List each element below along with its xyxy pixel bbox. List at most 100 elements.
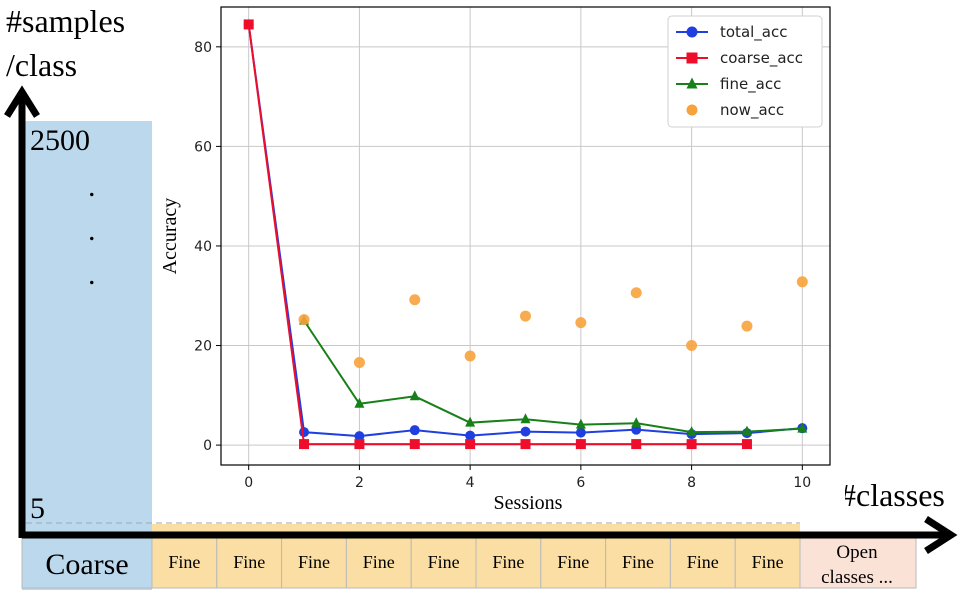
now_acc-point: [353, 356, 365, 368]
ellipsis-dot: .: [88, 258, 96, 291]
open-classes-block: [799, 537, 917, 589]
fine_acc-point: [686, 426, 697, 437]
now_acc-point: [520, 310, 531, 322]
y-axis-title-line1: #samples: [6, 3, 125, 39]
y-axis-arrow: [4, 85, 40, 538]
legend-swatch-marker: [686, 77, 698, 89]
fine-session-label: Fine: [363, 552, 395, 572]
coarse_acc-point: [575, 439, 586, 450]
fine-session-label: Fine: [752, 552, 784, 572]
coarse-samples-block: [22, 121, 152, 590]
y-tick-label: 60: [194, 139, 212, 155]
fine_acc-point: [465, 416, 476, 427]
fine_acc-point: [575, 418, 586, 429]
fine-session-label: Fine: [687, 552, 719, 572]
legend-item-total_acc: total_acc: [676, 23, 788, 42]
x-axis-title: #classes: [840, 477, 945, 513]
legend-box: [667, 15, 823, 128]
legend-swatch-marker: [686, 104, 698, 116]
legend-item-now_acc: now_acc: [686, 101, 784, 120]
now_acc-point: [741, 320, 753, 332]
x-tick-label: 0: [244, 475, 253, 491]
fine_acc-point: [520, 413, 531, 424]
fine-session-label: Fine: [492, 552, 524, 572]
y-tick-top: 2500: [30, 124, 90, 157]
x-tick-label: 6: [576, 475, 585, 491]
legend-label: now_acc: [720, 101, 784, 120]
ellipsis-dot: .: [88, 214, 96, 247]
legend-swatch-marker: [686, 52, 698, 64]
open-classes-label-line2: classes ...: [821, 567, 893, 588]
total_acc-point: [520, 426, 531, 437]
coarse_acc-point: [354, 439, 365, 450]
x-tick-label: 8: [687, 475, 696, 491]
legend-label: fine_acc: [720, 75, 781, 94]
now_acc-series: [298, 276, 808, 368]
y-tick-label: 0: [203, 438, 212, 454]
now_acc-point: [464, 350, 476, 362]
coarse_acc-point: [631, 439, 642, 450]
series-layer: [243, 19, 808, 450]
now_acc-point: [686, 340, 698, 352]
total_acc-point: [575, 427, 586, 438]
ellipsis-dots: ...: [88, 170, 96, 291]
now_acc-point: [796, 276, 808, 288]
total_acc-point: [465, 430, 476, 441]
fine_acc-point: [797, 422, 808, 433]
coarse_acc-point: [520, 439, 531, 450]
x-axis-label: Sessions: [494, 492, 563, 514]
open-classes-label-line1: Open: [836, 542, 878, 563]
legend-label: total_acc: [720, 23, 788, 42]
fine_acc-line: [303, 320, 803, 434]
coarse_acc-series: [243, 19, 752, 450]
fine-session-label: Fine: [557, 552, 589, 572]
coarse-session-block: [21, 537, 153, 589]
x-arrowhead-icon: [924, 516, 958, 554]
fine-session-label: Fine: [233, 552, 265, 572]
fine_acc-point: [409, 390, 420, 401]
fine-session-block: [475, 537, 542, 589]
total_acc-point: [354, 431, 365, 442]
plot-frame: [220, 6, 831, 466]
sessions-row: Coarse Fine Fine Fine Fine Fine Fine Fine Fine F…: [21, 537, 917, 589]
y-tick-label: 40: [194, 239, 212, 255]
now_acc-point: [630, 287, 642, 299]
coarse_acc-point: [741, 439, 752, 450]
y-axis-title-line2: /class: [6, 47, 77, 83]
legend-label: coarse_acc: [720, 49, 803, 68]
fine_acc-point: [354, 397, 365, 408]
tick-labels: 0 2 4 6 8 10 0 20 40 60 80: [194, 40, 811, 491]
now_acc-point: [298, 314, 310, 326]
x-tick-label: 10: [793, 475, 811, 491]
fine-session-label: Fine: [168, 552, 200, 572]
fine-session-label: Fine: [298, 552, 330, 572]
fine-session-blocks: Fine Fine Fine Fine Fine Fine Fine Fine Fine Fine: [151, 537, 801, 589]
coarse-session-label: Coarse: [45, 548, 128, 581]
fine_acc-point: [741, 425, 752, 436]
fine-session-block: [605, 537, 671, 589]
total_acc-point: [299, 427, 310, 438]
coarse_acc-point: [299, 439, 310, 450]
coarse_acc-point: [465, 439, 476, 450]
x-axis-arrow: [22, 516, 958, 554]
coarse_acc-line: [247, 24, 747, 446]
ellipsis-dot: .: [88, 170, 96, 203]
now_acc-point: [575, 317, 587, 329]
legend-swatch-marker: [686, 26, 698, 38]
legend-item-coarse_acc: coarse_acc: [676, 49, 803, 68]
fine-session-block: [151, 537, 218, 589]
x-tick-label: 2: [355, 475, 364, 491]
legend: total_acc coarse_acc fine_acc now_acc: [667, 15, 823, 128]
fine-session-label: Fine: [622, 552, 654, 572]
y-tick-bottom: 5: [30, 492, 45, 525]
legend-item-fine_acc: fine_acc: [676, 75, 781, 94]
fine-session-label: Fine: [428, 552, 460, 572]
now_acc-point: [409, 294, 421, 306]
coarse_acc-point: [243, 19, 254, 30]
accuracy-chart: 0 2 4 6 8 10 0 20 40 60 80 Sessions Accuracy total…: [155, 5, 845, 520]
coarse_acc-point: [409, 439, 420, 450]
fine_acc-point: [631, 417, 642, 428]
x-tick-label: 4: [466, 475, 475, 491]
y-tick-label: 80: [194, 40, 212, 56]
